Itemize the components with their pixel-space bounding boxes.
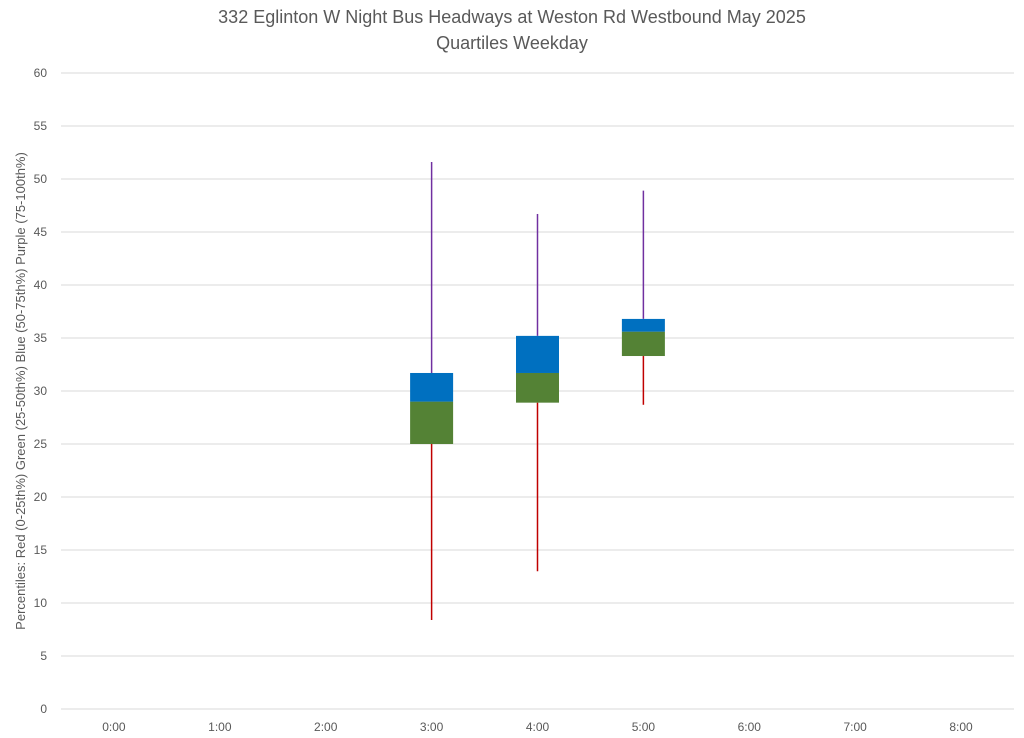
y-tick-label: 40 xyxy=(34,278,48,292)
y-tick-label: 25 xyxy=(34,437,48,451)
x-tick-label: 3:00 xyxy=(420,720,444,734)
box-upper-half xyxy=(516,335,559,373)
y-tick-label: 20 xyxy=(34,490,48,504)
x-tick-label: 1:00 xyxy=(208,720,232,734)
y-tick-label: 50 xyxy=(34,172,48,186)
x-tick-label: 2:00 xyxy=(314,720,338,734)
x-tick-label: 5:00 xyxy=(632,720,656,734)
y-axis-label: Percentiles: Red (0-25th%) Green (25-50t… xyxy=(13,152,28,630)
y-tick-label: 35 xyxy=(34,331,48,345)
x-tick-label: 4:00 xyxy=(526,720,550,734)
box-5-00 xyxy=(621,190,665,405)
chart-title: 332 Eglinton W Night Bus Headways at Wes… xyxy=(218,7,806,27)
x-tick-label: 6:00 xyxy=(738,720,762,734)
x-tick-label: 7:00 xyxy=(843,720,867,734)
box-lower-half xyxy=(621,331,665,357)
y-tick-label: 55 xyxy=(34,119,48,133)
box-upper-half xyxy=(410,372,454,402)
box-4-00 xyxy=(516,213,559,572)
chart-subtitle: Quartiles Weekday xyxy=(436,33,588,53)
y-tick-label: 10 xyxy=(34,596,48,610)
y-tick-labels: 0 5 10 15 20 25 30 35 40 45 50 55 60 xyxy=(34,66,48,716)
x-tick-label: 8:00 xyxy=(949,720,973,734)
y-tick-label: 60 xyxy=(34,66,48,80)
boxes xyxy=(410,162,665,620)
box-lower-half xyxy=(516,372,559,403)
y-tick-label: 45 xyxy=(34,225,48,239)
y-tick-label: 5 xyxy=(40,649,47,663)
y-tick-label: 15 xyxy=(34,543,48,557)
y-tick-label: 30 xyxy=(34,384,48,398)
box-lower-half xyxy=(410,401,454,444)
box-3-00 xyxy=(410,162,454,620)
x-tick-labels: 0:00 1:00 2:00 3:00 4:00 5:00 6:00 7:00 8:00 xyxy=(102,720,973,734)
x-tick-label: 0:00 xyxy=(102,720,126,734)
box-upper-half xyxy=(621,318,665,332)
y-tick-label: 0 xyxy=(40,702,47,716)
